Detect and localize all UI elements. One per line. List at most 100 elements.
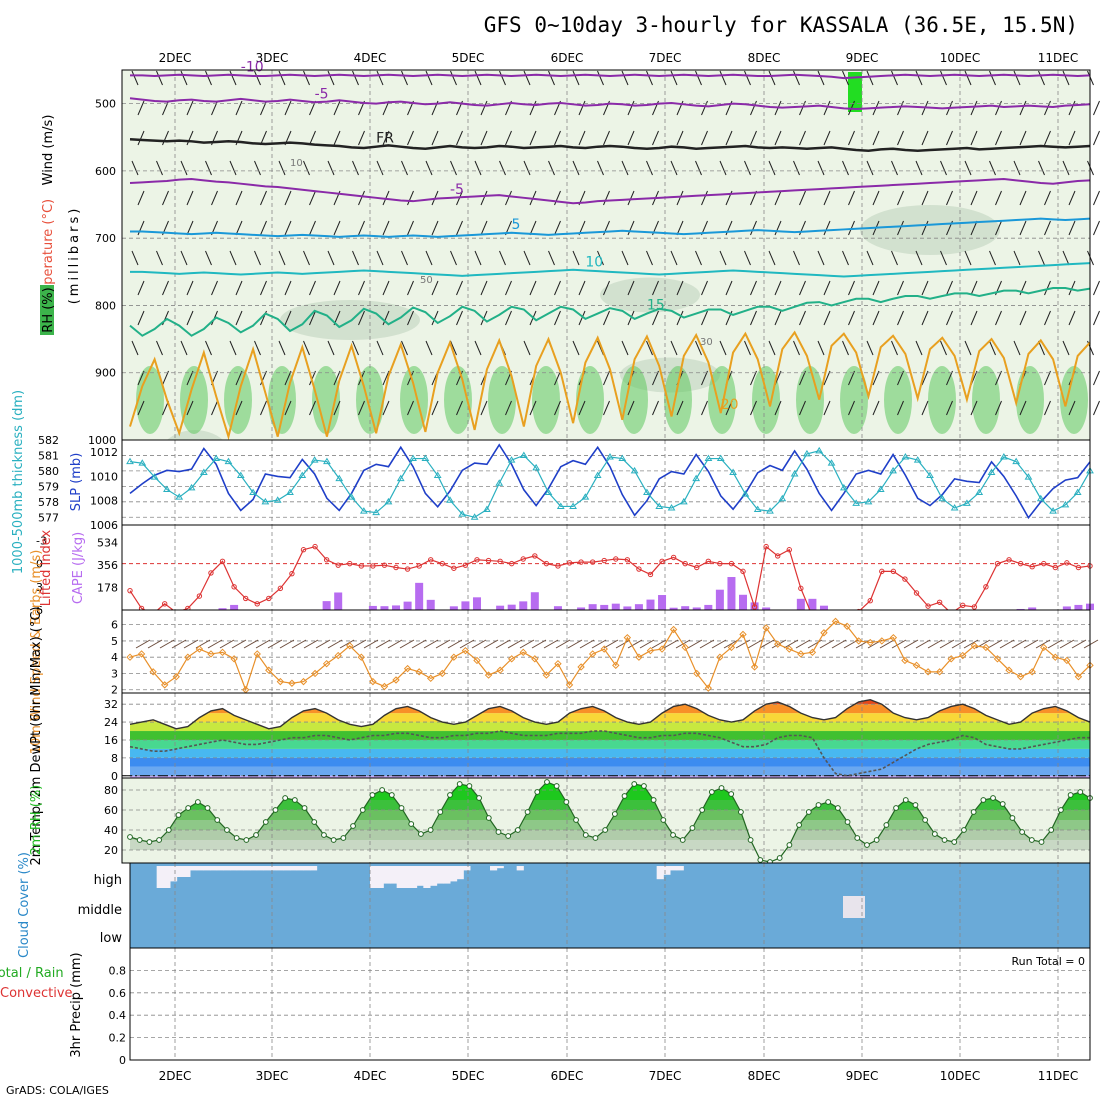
thickness-marker-14 [298,471,307,479]
wind10-marker-59 [808,648,817,657]
rh2m-marker-8 [204,805,211,811]
wind10-marker-68 [912,661,921,670]
wind-barb [284,310,292,326]
wind-barb [376,160,384,176]
wind-barb [652,280,659,296]
rh-moist-11 [620,366,648,434]
rh2m-marker-31 [427,827,434,833]
wind10-marker-41 [600,645,608,653]
rh-moist-15 [796,366,824,434]
thickness-marker-0 [126,457,134,465]
wind-barb [578,400,586,416]
wind-barb [597,70,604,86]
wind-barb [401,70,408,86]
tick-thickness-0: 577 [38,511,59,524]
rh2m-marker-88 [980,797,987,803]
wind-barb [1068,400,1076,416]
thickness-marker-41 [630,466,639,474]
rh2m-marker-84 [941,837,948,843]
wind-barb [897,280,904,296]
wind-barb [823,310,831,326]
wind-barb [744,250,751,266]
rh2m-marker-18 [301,805,308,811]
x-tick-top-2: 4DEC [354,51,387,65]
wind-barb [205,340,212,356]
wind10-marker-74 [982,643,990,652]
wind10-marker-50 [704,684,713,692]
wind-barb [309,280,316,296]
tick-temp-2: 16 [104,734,118,747]
x-tick-bottom-5: 7DEC [649,1069,682,1083]
thickness-marker-65 [926,471,934,479]
rh2m-marker-59 [699,807,706,813]
wind10-barb [903,639,919,649]
cloud-high-bar-42 [410,866,418,888]
wind-barb [817,250,825,266]
thickness-marker-43 [655,502,664,509]
wind-barb [474,340,482,356]
wind10-marker-52 [727,643,736,652]
x-tick-top-4: 6DEC [551,51,584,65]
wind-barb [382,220,390,236]
wind10-marker-66 [889,633,898,642]
wind-barb [180,250,188,266]
wind-barb [866,160,874,176]
cape-bar-53 [739,594,748,610]
run-total: Run Total = 0 [1012,955,1086,968]
wind-barb [382,370,390,386]
wind-barb [891,250,898,266]
wind-barb [548,70,555,86]
li-marker-64 [867,598,873,604]
rh2m-marker-62 [728,791,735,797]
wind-barb [186,220,194,236]
wind10-marker-34 [519,648,527,657]
rh2m-marker-7 [194,799,201,805]
thickness-marker-13 [286,488,294,496]
wind-barb [946,400,953,416]
cape-bar-21 [368,605,377,610]
wind-barb [995,190,1002,206]
thickness-marker-38 [593,471,602,479]
rh-moist-16 [840,366,868,434]
thickness-marker-37 [581,493,590,500]
wind-barb [137,370,145,386]
tick-thickness-1: 578 [38,496,59,509]
cloud-high-bar-13 [216,866,224,871]
wind10-marker-38 [565,681,574,689]
ylabel-li: Lifted Index [39,529,54,606]
rh2m-line [129,781,1091,863]
isotherm-label-5: 10 [585,254,603,270]
wind-barb [333,130,341,146]
wind-barb [725,130,733,146]
x-tick-bottom-3: 5DEC [452,1069,485,1083]
rh-moist-9 [532,366,560,434]
wind10-marker-30 [473,656,481,665]
wind10-marker-22 [380,682,389,691]
wind-barb [621,160,629,176]
thickness-marker-39 [606,453,614,460]
wind-barb [995,400,1002,416]
rh2m-marker-44 [553,783,560,789]
wind-barb [995,370,1002,386]
wind-barb [156,70,163,86]
thickness-marker-8 [224,457,233,465]
thickness-marker-28 [470,513,479,520]
cloud-high-bar-55 [496,866,504,869]
wind-barb [1013,340,1021,356]
wind-barb [603,400,610,416]
rh2m-marker-51 [621,793,628,799]
wind10-marker-28 [450,653,458,661]
rh2m-marker-28 [398,805,405,811]
wind10-barb [915,639,931,649]
rh2m-marker-61 [718,785,725,791]
wind-barb [848,280,855,296]
wind10-barb [375,639,391,649]
rh2m-marker-64 [747,837,754,843]
wind10-marker-37 [554,659,562,668]
wind-barb [627,400,635,416]
rh2m-marker-41 [524,809,531,815]
wind10-barb [135,639,151,649]
thickness-marker-10 [249,488,257,496]
wind-barb [676,130,684,146]
li-marker-74 [983,584,989,590]
